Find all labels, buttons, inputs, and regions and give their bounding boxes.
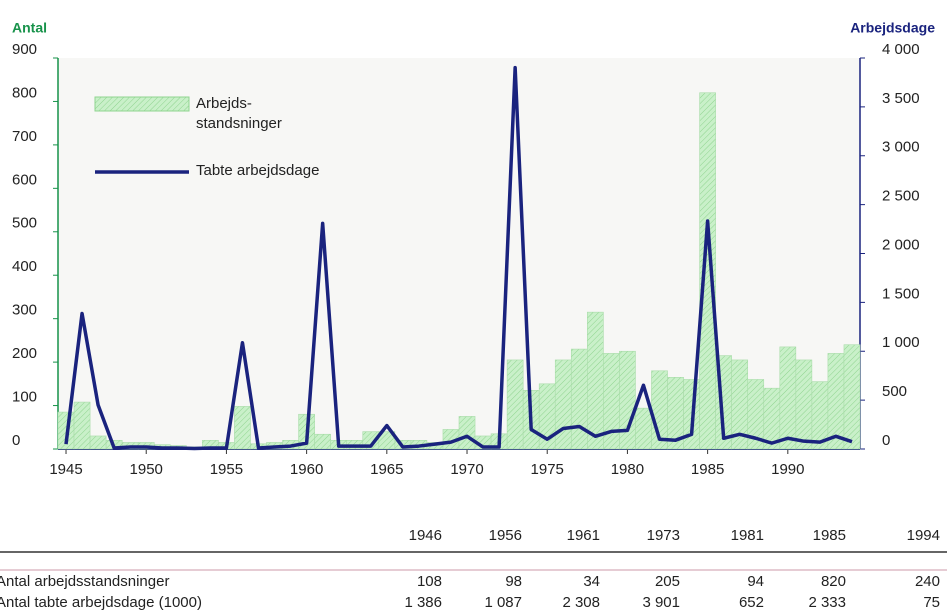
- table-row-label: Antal arbejdsstandsninger: [0, 573, 169, 590]
- y-tick-label: 500: [12, 215, 37, 232]
- table-cell: 2 333: [808, 594, 846, 611]
- table-cell: 1 386: [404, 594, 442, 611]
- bar: [506, 359, 524, 450]
- y2-tick-label: 1 000: [882, 334, 920, 351]
- table-header: 1961: [567, 527, 600, 544]
- legend-label: Tabte arbejdsdage: [196, 162, 319, 179]
- bar: [89, 435, 107, 450]
- table-cell: 108: [417, 573, 442, 590]
- table-cell: 205: [655, 573, 680, 590]
- bar: [795, 359, 813, 450]
- bar: [699, 92, 716, 450]
- table-cell: 75: [923, 594, 940, 611]
- legend-swatch: [94, 96, 190, 112]
- y-tick-label: 700: [12, 128, 37, 145]
- x-tick-label: 1980: [611, 461, 644, 478]
- y-tick-label: 400: [12, 258, 37, 275]
- table-cell: 3 901: [642, 594, 680, 611]
- y2-tick-label: 0: [882, 432, 890, 449]
- y2-tick-label: 4 000: [882, 41, 920, 58]
- y-tick-label: 300: [12, 302, 37, 319]
- y2-tick-label: 1 500: [882, 285, 920, 302]
- y2-tick-label: 500: [882, 383, 907, 400]
- table-cell: 1 087: [484, 594, 522, 611]
- table-cell: 34: [583, 573, 600, 590]
- bar: [554, 359, 572, 450]
- bar: [587, 311, 604, 450]
- bar: [570, 348, 588, 450]
- y2-tick-label: 3 500: [882, 90, 920, 107]
- table-cell: 240: [915, 573, 940, 590]
- bar: [73, 401, 91, 450]
- x-tick-label: 1950: [130, 461, 163, 478]
- table-header: 1985: [813, 527, 846, 544]
- bar: [635, 407, 652, 450]
- table-header: 1973: [647, 527, 680, 544]
- bar: [843, 344, 861, 450]
- bar: [314, 433, 331, 450]
- y-tick-label: 800: [12, 84, 37, 101]
- y-tick-label: 900: [12, 41, 37, 58]
- y2-axis-label: Arbejdsdage: [850, 20, 935, 36]
- legend-label: Arbejds-standsninger: [196, 95, 282, 132]
- table-cell: 2 308: [562, 594, 600, 611]
- table-header: 1946: [409, 527, 442, 544]
- x-tick-label: 1970: [450, 461, 483, 478]
- x-tick-label: 1955: [210, 461, 243, 478]
- table-cell: 98: [505, 573, 522, 590]
- y-axis-label: Antal: [12, 20, 47, 36]
- y2-tick-label: 2 000: [882, 236, 920, 253]
- bar: [234, 406, 251, 450]
- table-header: 1956: [489, 527, 522, 544]
- y-tick-label: 200: [12, 345, 37, 362]
- x-tick-label: 1945: [49, 461, 82, 478]
- y2-tick-label: 3 000: [882, 139, 920, 156]
- x-tick-label: 1985: [691, 461, 724, 478]
- x-tick-label: 1965: [370, 461, 403, 478]
- table-cell: 820: [821, 573, 846, 590]
- table-header: 1981: [731, 527, 764, 544]
- table-row-label: Antal tabte arbejdsdage (1000): [0, 594, 202, 611]
- bar: [458, 416, 476, 450]
- line: [64, 65, 853, 451]
- bar: [779, 346, 797, 450]
- y-tick-label: 100: [12, 389, 37, 406]
- table-header: 1994: [907, 527, 940, 544]
- x-tick-label: 1990: [771, 461, 804, 478]
- x-tick-label: 1975: [531, 461, 564, 478]
- y2-tick-label: 2 500: [882, 188, 920, 205]
- y-tick-label: 0: [12, 432, 20, 449]
- y-tick-label: 600: [12, 171, 37, 188]
- table-cell: 652: [739, 594, 764, 611]
- x-tick-label: 1960: [290, 461, 323, 478]
- table-cell: 94: [747, 573, 764, 590]
- bar: [619, 350, 636, 450]
